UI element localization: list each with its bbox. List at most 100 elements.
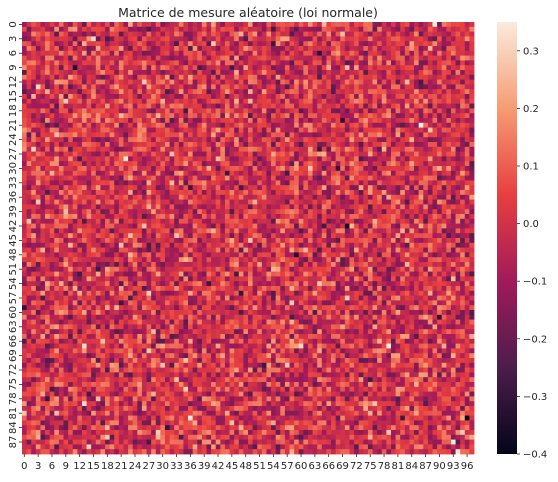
heatmap-cell bbox=[312, 209, 318, 215]
heatmap-cell bbox=[215, 79, 221, 85]
heatmap-cell bbox=[201, 151, 207, 157]
heatmap-cell bbox=[271, 146, 277, 152]
heatmap-cell bbox=[72, 218, 78, 224]
heatmap-cell bbox=[441, 262, 447, 268]
heatmap-cell bbox=[307, 108, 313, 114]
heatmap-cell bbox=[68, 46, 74, 52]
heatmap-cell bbox=[335, 242, 341, 248]
heatmap-cell bbox=[363, 113, 369, 119]
heatmap-cell bbox=[381, 118, 387, 124]
heatmap-cell bbox=[146, 223, 152, 229]
heatmap-cell bbox=[450, 214, 456, 220]
heatmap-cell bbox=[377, 50, 383, 56]
heatmap-cell bbox=[367, 242, 373, 248]
heatmap-cell bbox=[146, 199, 152, 205]
heatmap-cell bbox=[395, 199, 401, 205]
heatmap-cell bbox=[372, 122, 378, 128]
heatmap-cell bbox=[404, 50, 410, 56]
heatmap-cell bbox=[206, 233, 212, 239]
heatmap-cell bbox=[418, 142, 424, 148]
heatmap-cell bbox=[331, 113, 337, 119]
heatmap-cell bbox=[469, 60, 475, 66]
heatmap-cell bbox=[284, 238, 290, 244]
heatmap-cell bbox=[441, 74, 447, 80]
heatmap-cell bbox=[31, 228, 37, 234]
heatmap-cell bbox=[95, 132, 101, 138]
heatmap-cell bbox=[105, 46, 111, 52]
heatmap-cell bbox=[469, 252, 475, 258]
heatmap-cell bbox=[26, 84, 32, 90]
heatmap-cell bbox=[40, 50, 46, 56]
heatmap-cell bbox=[105, 108, 111, 114]
heatmap-cell bbox=[261, 89, 267, 95]
heatmap-cell bbox=[155, 161, 161, 167]
heatmap-cell bbox=[404, 36, 410, 42]
heatmap-cell bbox=[174, 22, 180, 28]
heatmap-cell bbox=[367, 262, 373, 268]
heatmap-cell bbox=[188, 36, 194, 42]
heatmap-cell bbox=[31, 127, 37, 133]
heatmap-cell bbox=[234, 132, 240, 138]
heatmap-cell bbox=[446, 31, 452, 37]
heatmap-cell bbox=[257, 70, 263, 76]
heatmap-cell bbox=[303, 233, 309, 239]
heatmap-cell bbox=[312, 103, 318, 109]
heatmap-cell bbox=[275, 50, 281, 56]
heatmap-cell bbox=[215, 252, 221, 258]
heatmap-cell bbox=[174, 74, 180, 80]
heatmap-cell bbox=[312, 98, 318, 104]
heatmap-cell bbox=[137, 89, 143, 95]
heatmap-cell bbox=[141, 175, 147, 181]
heatmap-cell bbox=[271, 228, 277, 234]
heatmap-cell bbox=[22, 118, 28, 124]
heatmap-cell bbox=[414, 132, 420, 138]
heatmap-cell bbox=[109, 94, 115, 100]
heatmap-cell bbox=[386, 175, 392, 181]
heatmap-cell bbox=[446, 41, 452, 47]
heatmap-cell bbox=[275, 46, 281, 52]
heatmap-cell bbox=[206, 55, 212, 61]
heatmap-cell bbox=[432, 228, 438, 234]
heatmap-cell bbox=[238, 233, 244, 239]
heatmap-cell bbox=[35, 132, 41, 138]
heatmap-cell bbox=[284, 70, 290, 76]
heatmap-cell bbox=[169, 175, 175, 181]
heatmap-cell bbox=[31, 180, 37, 186]
heatmap-cell bbox=[243, 190, 249, 196]
heatmap-cell bbox=[72, 204, 78, 210]
heatmap-cell bbox=[35, 185, 41, 191]
heatmap-cell bbox=[22, 142, 28, 148]
heatmap-cell bbox=[303, 170, 309, 176]
heatmap-cell bbox=[395, 132, 401, 138]
heatmap-cell bbox=[169, 60, 175, 66]
heatmap-cell bbox=[123, 132, 129, 138]
heatmap-cell bbox=[266, 199, 272, 205]
heatmap-cell bbox=[160, 185, 166, 191]
heatmap-cell bbox=[178, 247, 184, 253]
heatmap-cell bbox=[395, 146, 401, 152]
heatmap-cell bbox=[201, 132, 207, 138]
heatmap-cell bbox=[395, 122, 401, 128]
heatmap-cell bbox=[81, 118, 87, 124]
heatmap-cell bbox=[114, 137, 120, 143]
heatmap-cell bbox=[169, 252, 175, 258]
heatmap-cell bbox=[234, 190, 240, 196]
heatmap-cell bbox=[128, 170, 134, 176]
heatmap-cell bbox=[266, 108, 272, 114]
heatmap-cell bbox=[455, 209, 461, 215]
heatmap-cell bbox=[257, 50, 263, 56]
heatmap-cell bbox=[49, 26, 55, 32]
heatmap-cell bbox=[307, 103, 313, 109]
heatmap-cell bbox=[160, 70, 166, 76]
heatmap-cell bbox=[335, 108, 341, 114]
heatmap-cell bbox=[367, 252, 373, 258]
heatmap-cell bbox=[340, 98, 346, 104]
heatmap-cell bbox=[238, 70, 244, 76]
heatmap-cell bbox=[132, 238, 138, 244]
heatmap-cell bbox=[58, 204, 64, 210]
heatmap-cell bbox=[377, 185, 383, 191]
heatmap-cell bbox=[326, 223, 332, 229]
heatmap-cell bbox=[215, 55, 221, 61]
heatmap-cell bbox=[335, 247, 341, 253]
